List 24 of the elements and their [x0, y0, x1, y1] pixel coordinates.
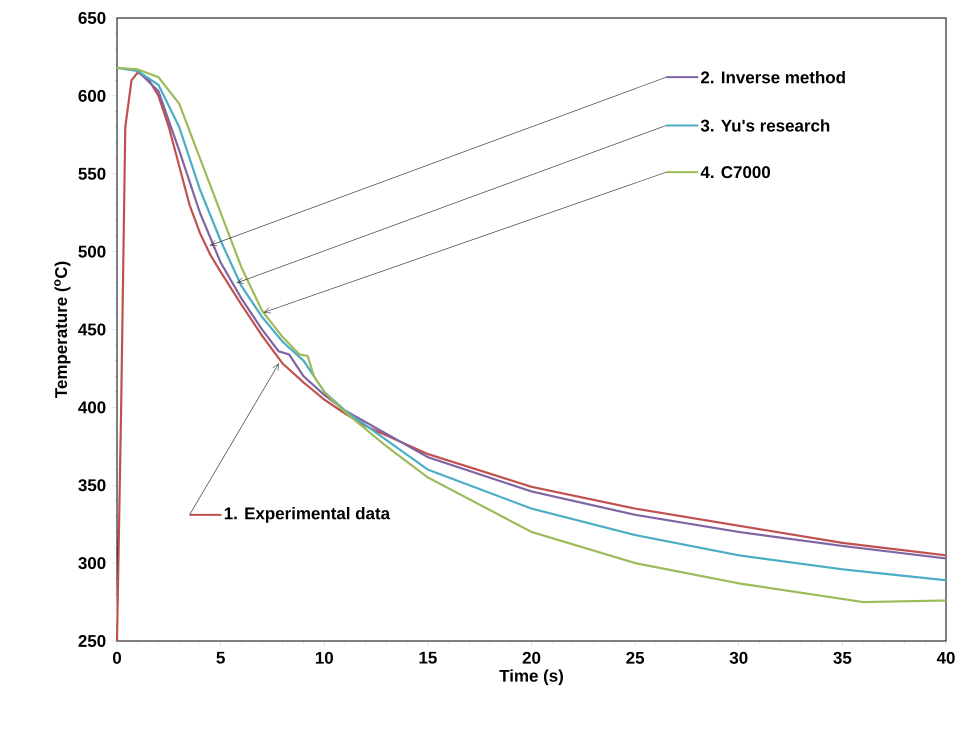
x-tick-label: 0	[112, 652, 122, 664]
y-tick-label: 450	[78, 323, 106, 336]
x-tick-label: 15	[420, 652, 437, 664]
x-axis-title: Time (s)	[499, 669, 563, 686]
x-tick-label: 35	[833, 652, 852, 664]
y-tick-label: 300	[78, 557, 106, 570]
x-tick-label: 20	[522, 652, 540, 664]
legend-label: 4. C7000	[700, 166, 770, 178]
legend-label: 3. Yu's research	[700, 119, 830, 132]
x-tick-label: 30	[730, 652, 748, 664]
x-tick-label: 25	[626, 652, 644, 664]
y-tick-label: 250	[78, 634, 106, 647]
x-tick-label: 5	[216, 652, 225, 664]
legend-label: 2. Inverse method	[701, 70, 845, 84]
x-tick-label: 10	[316, 652, 333, 664]
y-tick-label: 600	[78, 90, 106, 102]
y-tick-label: 350	[78, 479, 106, 492]
y-tick-label: 550	[78, 168, 106, 180]
y-tick-label: 400	[78, 401, 106, 414]
x-tick-label: 40	[936, 652, 955, 664]
legend-label: 1. Experimental data	[224, 506, 390, 523]
y-tick-label: 500	[78, 246, 106, 258]
y-axis-title: Temperature ($^{o}$C)	[54, 262, 70, 398]
y-tick-label: 650	[78, 12, 106, 24]
